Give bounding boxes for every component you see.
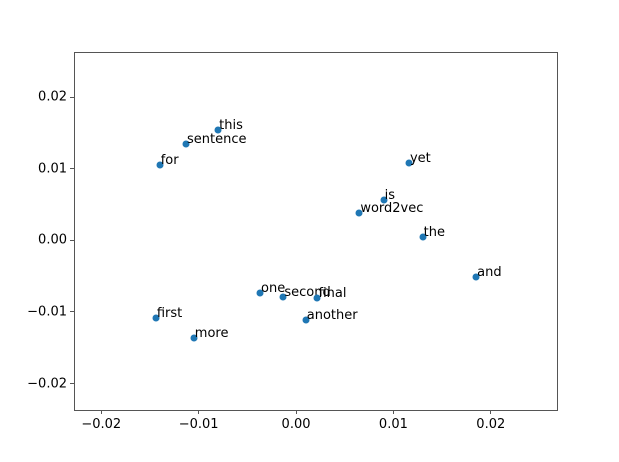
point-label-another: another — [306, 307, 358, 323]
x-axis-tick-mark — [392, 410, 394, 414]
x-axis-tick-mark — [490, 410, 492, 414]
y-axis-tick-label: 0.01 — [38, 161, 67, 177]
y-axis-tick-mark — [70, 96, 74, 98]
point-label-word2vec: word2vec — [360, 200, 424, 216]
y-axis-tick-mark — [70, 311, 74, 313]
x-axis-tick-mark — [198, 410, 200, 414]
x-axis-tick-label: 0.02 — [476, 417, 506, 432]
x-axis-tick-label: 0.00 — [281, 417, 311, 432]
data-point-final — [313, 294, 321, 302]
point-label-and: and — [477, 264, 502, 280]
data-point-second — [279, 293, 287, 301]
x-axis-tick-label: 0.01 — [378, 417, 408, 432]
point-label-is: is — [384, 188, 396, 204]
y-axis-tick-label: 0.02 — [38, 89, 67, 105]
point-label-one: one — [261, 280, 286, 296]
data-point-and — [472, 273, 480, 281]
data-point-first — [152, 314, 160, 322]
y-axis-tick-label: −0.02 — [27, 376, 67, 392]
point-label-final: final — [318, 285, 347, 301]
y-axis-tick-mark — [70, 239, 74, 241]
y-axis-tick-mark — [70, 383, 74, 385]
point-label-yet: yet — [409, 151, 431, 167]
point-label-first: first — [156, 306, 183, 322]
point-label-this: this — [219, 117, 243, 133]
data-point-is — [380, 196, 388, 204]
x-axis-tick-mark — [295, 410, 297, 414]
point-label-sentence: sentence — [187, 131, 247, 147]
y-axis-tick-mark — [70, 168, 74, 170]
x-axis-tick-label: −0.02 — [81, 417, 122, 432]
data-point-for — [156, 161, 164, 169]
data-point-yet — [405, 159, 413, 167]
x-axis-tick-label: −0.01 — [178, 417, 219, 432]
point-label-more: more — [194, 325, 229, 341]
data-point-more — [190, 334, 198, 342]
data-point-word2vec — [355, 209, 363, 217]
data-point-this — [214, 126, 222, 134]
x-axis-tick-mark — [100, 410, 102, 414]
data-point-sentence — [182, 140, 190, 148]
data-point-another — [302, 316, 310, 324]
data-point-the — [419, 233, 427, 241]
plot-area: −0.02 −0.01 0.00 0.01 0.02 0.02 0.01 0.00 −0.01 −… — [27, 52, 558, 432]
y-axis-tick-label: 0.00 — [38, 232, 67, 248]
point-label-the: the — [423, 224, 445, 240]
data-point-one — [256, 289, 264, 297]
point-label-for: for — [160, 153, 179, 169]
y-axis-tick-label: −0.01 — [27, 304, 67, 320]
